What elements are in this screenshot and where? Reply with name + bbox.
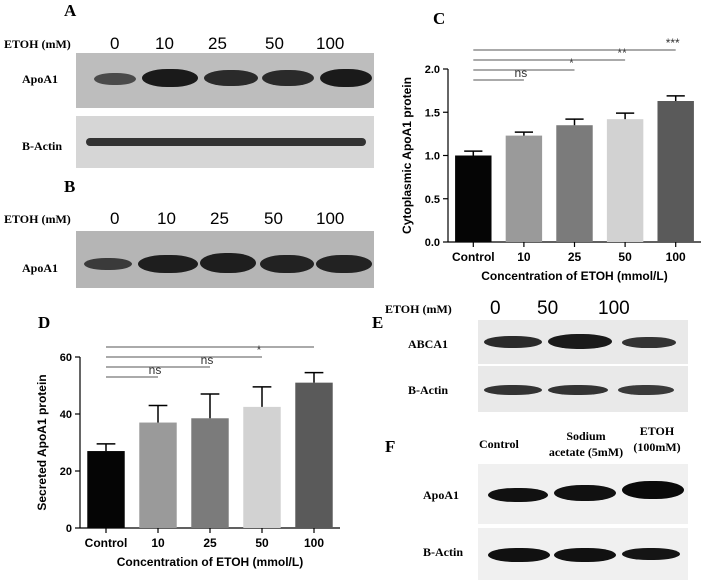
bar-25: [191, 418, 229, 528]
panel-f-lane-sodium-acetate: Sodium acetate (5mM): [548, 429, 624, 459]
panel-a-lane-0: 0: [110, 34, 120, 53]
bar-100: [657, 101, 694, 242]
panel-f-blot-bactin: [478, 528, 688, 580]
bar-10: [139, 422, 177, 528]
significance-label: **: [306, 340, 316, 347]
y-tick-label: 1.0: [425, 151, 440, 163]
panel-b-lane-0: 0: [110, 209, 120, 228]
x-tick-label: 50: [618, 250, 632, 264]
significance-label: *: [569, 56, 574, 70]
x-tick-label: 10: [517, 250, 531, 264]
panel-letter-d: D: [38, 313, 51, 332]
panel-a-lane-50: 50: [265, 34, 284, 53]
bar-50: [243, 406, 281, 528]
panel-a-etoh-label: ETOH (mM): [4, 37, 71, 51]
x-tick-label: Control: [452, 250, 495, 264]
y-tick-label: 0: [66, 523, 72, 535]
panel-a-blot-bactin: [76, 116, 374, 168]
panel-e-row-label-abca1: ABCA1: [408, 337, 449, 351]
panel-letter-b: B: [64, 177, 76, 196]
significance-label: **: [617, 46, 627, 60]
bar-100: [295, 382, 333, 528]
significance-label: ns: [149, 363, 162, 377]
y-tick-label: 20: [60, 466, 72, 478]
panel-a-row-label-bactin: B-Actin: [22, 139, 62, 153]
panel-letter-a: A: [64, 1, 77, 20]
y-tick-label: 2.0: [425, 64, 440, 76]
panel-e-lane-50: 50: [537, 298, 559, 319]
significance-label: ns: [515, 66, 528, 80]
panel-f-row-label-bactin: B-Actin: [423, 545, 463, 559]
significance-label: ***: [666, 36, 680, 50]
bar-50: [606, 119, 644, 242]
panel-f-lane-control: Control: [479, 437, 519, 451]
panel-letter-f: F: [385, 437, 396, 456]
x-tick-label: Control: [85, 536, 128, 550]
panel-a-row-label-apoa1: ApoA1: [22, 72, 59, 86]
bar-25: [556, 125, 593, 242]
panel-a-lane-25: 25: [208, 34, 227, 53]
y-tick-label: 40: [60, 409, 72, 421]
panel-a-blot-apoa1: [76, 53, 374, 108]
x-tick-label: 100: [666, 250, 686, 264]
panel-e-lane-0: 0: [490, 298, 501, 319]
panel-b-etoh-label: ETOH (mM): [4, 212, 71, 226]
panel-e-lane-100: 100: [598, 298, 630, 319]
panel-b-blot-apoa1: [76, 231, 374, 288]
y-tick-label: 0.0: [425, 237, 440, 249]
x-tick-label: 50: [255, 536, 269, 550]
panel-e-blot-bactin: [478, 366, 688, 412]
panel-b-lane-10: 10: [157, 209, 176, 228]
panel-b-row-label-apoa1: ApoA1: [22, 261, 59, 275]
significance-label: *: [257, 343, 262, 357]
panel-f-row-label-apoa1: ApoA1: [423, 488, 460, 502]
x-axis-title: Concentration of ETOH (mmol/L): [117, 555, 303, 569]
bar-control: [87, 451, 125, 528]
bar-control: [455, 155, 492, 242]
panel-a-lane-100: 100: [316, 34, 345, 53]
y-tick-label: 60: [60, 352, 72, 364]
panel-f-lane-etoh: ETOH (100mM): [633, 424, 681, 454]
x-axis-title: Concentration of ETOH (mmol/L): [481, 269, 667, 283]
panel-letter-c: C: [433, 9, 446, 28]
y-axis-title: Cytoplasmic ApoA1 protein: [400, 77, 414, 234]
panel-e-etoh-label: ETOH (mM): [385, 302, 452, 316]
panel-b-lane-25: 25: [210, 209, 229, 228]
x-tick-label: 25: [203, 536, 217, 550]
panel-e-blot-abca1: [478, 320, 688, 364]
significance-label: ns: [201, 353, 214, 367]
panel-f-blot-apoa1: [478, 464, 688, 524]
panel-a-lane-10: 10: [155, 34, 174, 53]
x-tick-label: 25: [568, 250, 582, 264]
panel-e-row-label-bactin: B-Actin: [408, 383, 448, 397]
y-tick-label: 1.5: [425, 107, 440, 119]
panel-b-lane-100: 100: [316, 209, 345, 228]
x-tick-label: 10: [151, 536, 165, 550]
x-tick-label: 100: [304, 536, 324, 550]
y-axis-title: Secreted ApoA1 protein: [35, 374, 49, 510]
panel-b-lane-50: 50: [264, 209, 283, 228]
panel-letter-e: E: [372, 313, 384, 332]
bar-10: [505, 135, 543, 242]
y-tick-label: 0.5: [425, 194, 440, 206]
